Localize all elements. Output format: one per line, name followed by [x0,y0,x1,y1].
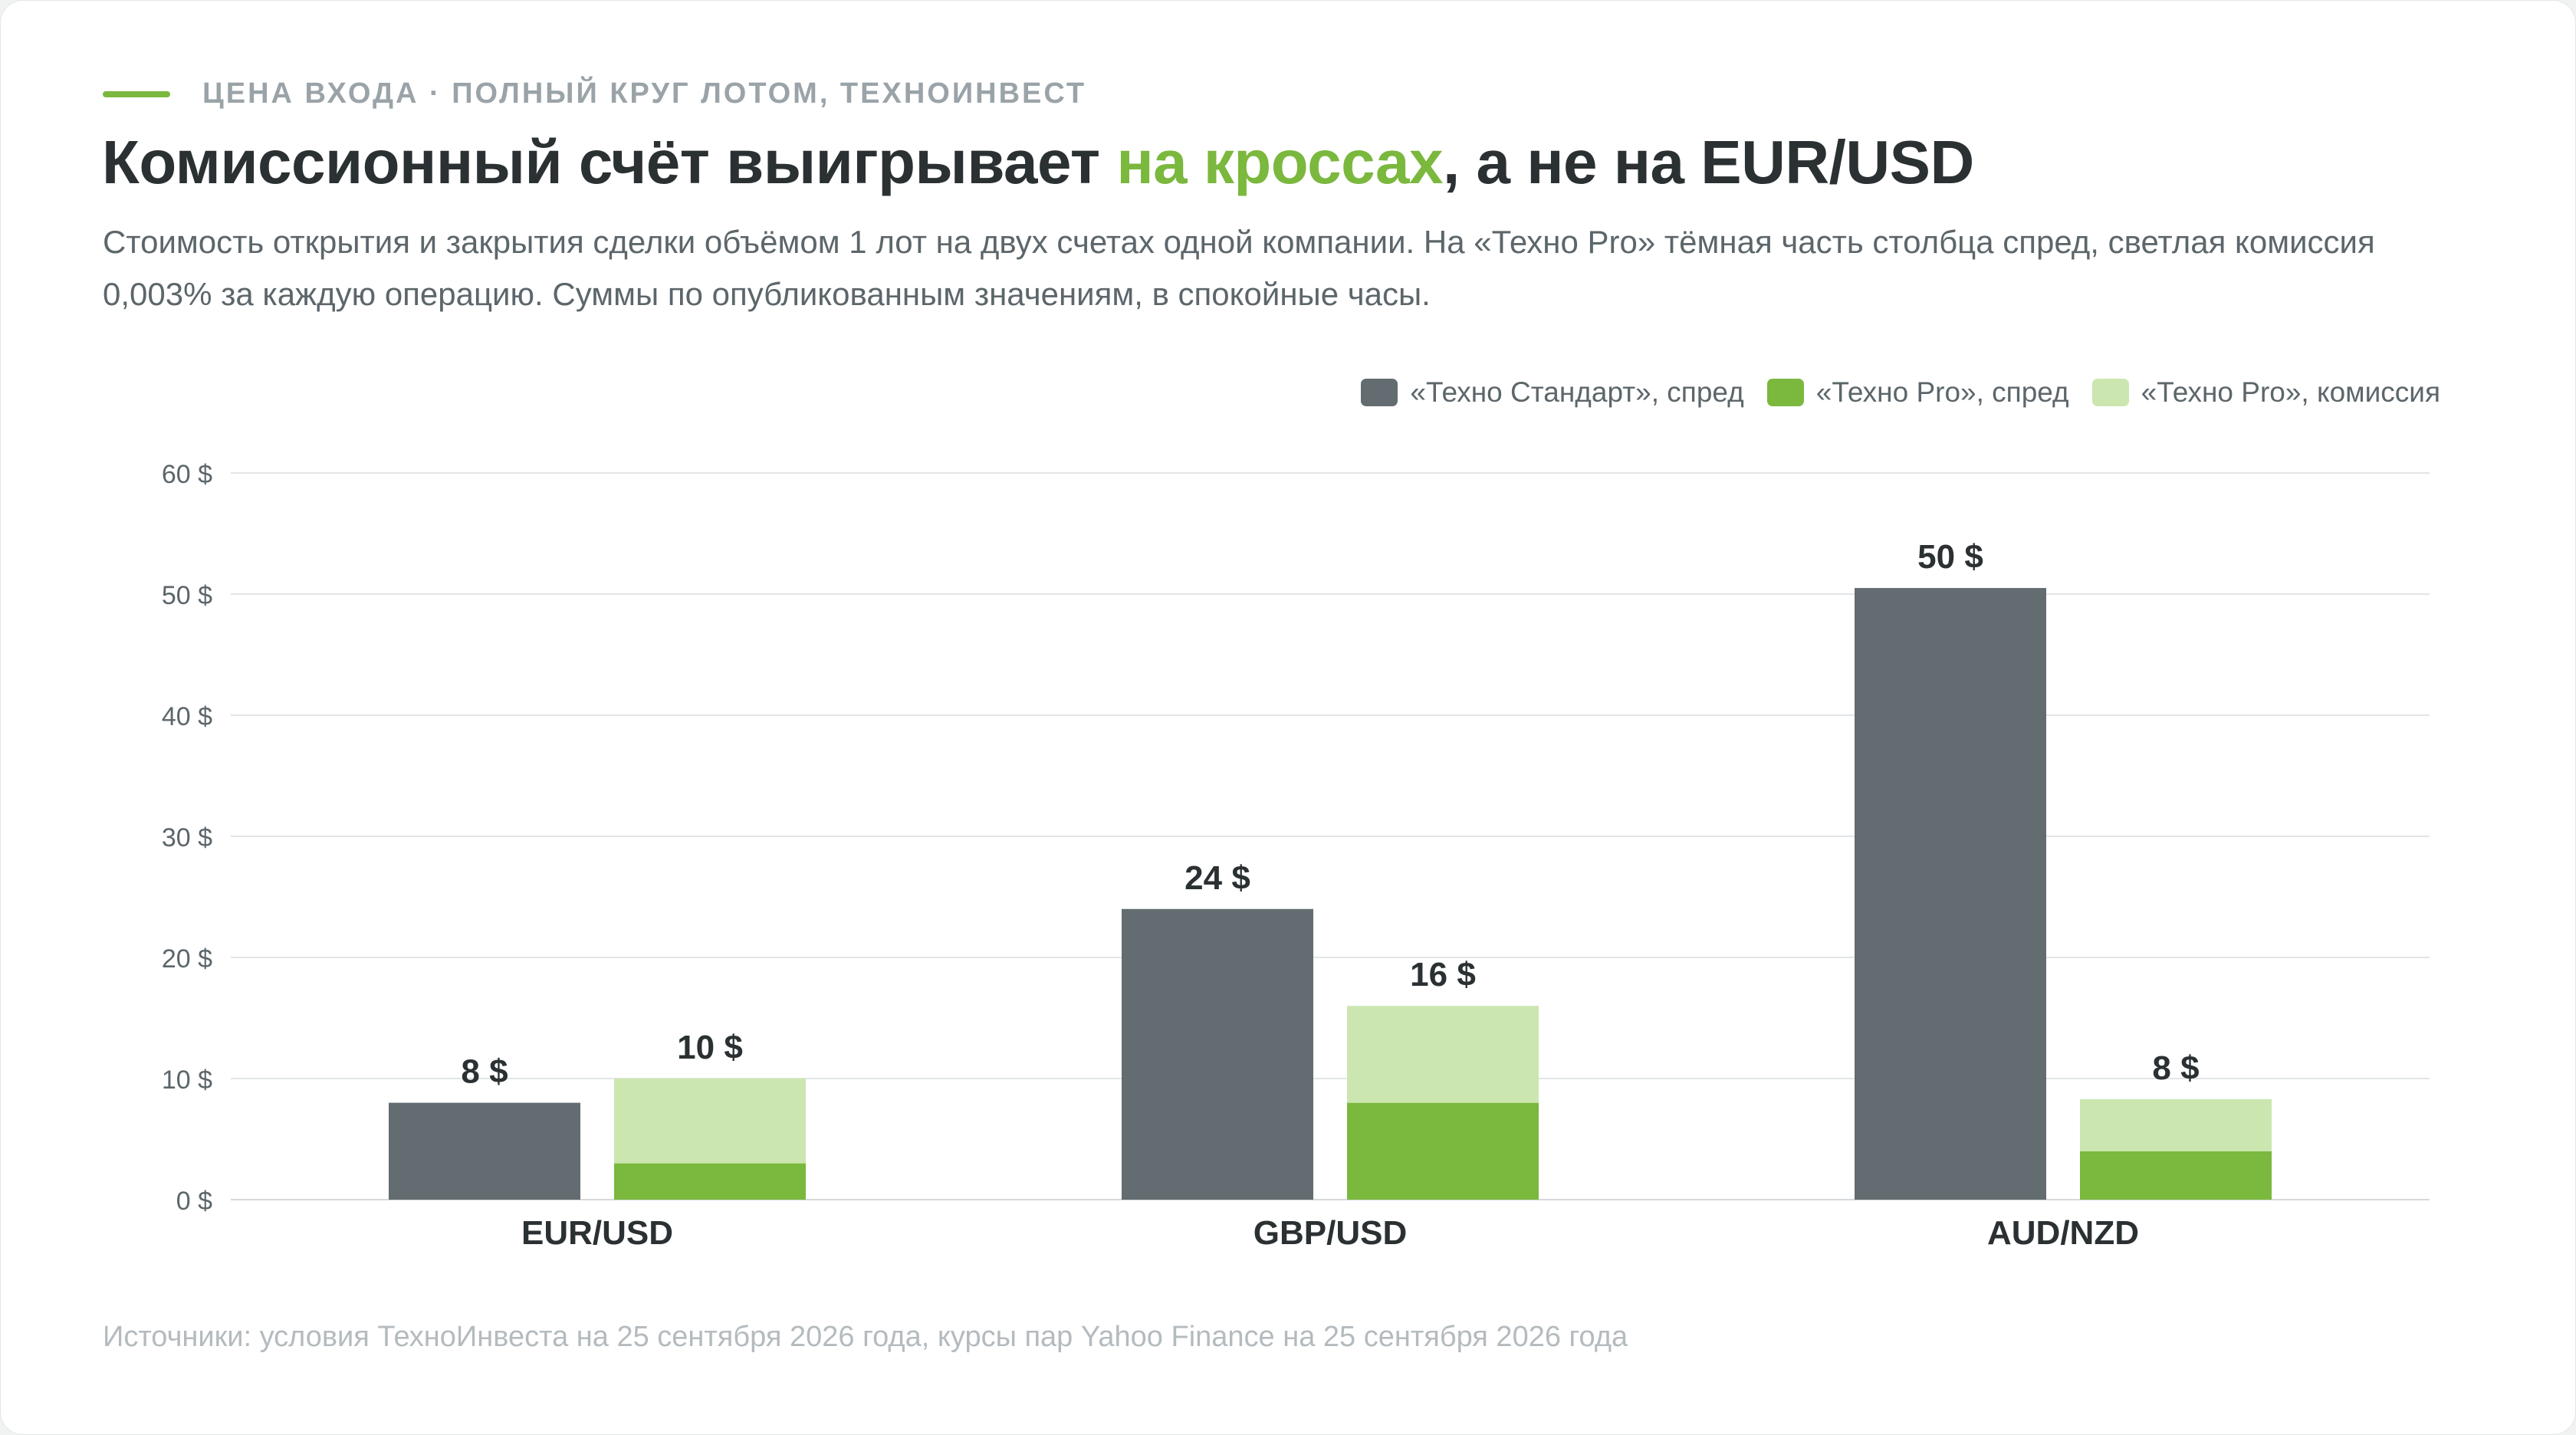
bar-value-label: 8 $ [461,1053,508,1091]
bar-pro-commission [2080,1098,2272,1151]
legend-swatch-standard-spread [1361,379,1398,406]
eyebrow-text: ЦЕНА ВХОДА · ПОЛНЫЙ КРУГ ЛОТОМ, ТЕХНОИНВ… [202,77,1087,110]
y-tick-label: 10 $ [162,1066,212,1095]
bar-pro-commission [614,1079,806,1164]
y-tick-label: 60 $ [162,460,212,489]
x-category-label: AUD/NZD [1987,1214,2139,1252]
bar-pro-commission [1347,1006,1539,1103]
bar-pro-spread [2080,1151,2272,1200]
bar-value-label: 24 $ [1184,859,1250,897]
bar-value-label: 10 $ [677,1029,743,1066]
chart-subtitle: Стоимость открытия и закрытия сделки объ… [103,224,2375,312]
legend-item-standard-spread: «Техно Стандарт», спред [1361,376,1744,409]
x-category-label: EUR/USD [521,1214,673,1252]
bar-value-label: 16 $ [1410,956,1476,993]
title-part-2: , а не на EUR/USD [1443,128,1974,196]
legend-label-standard-spread: «Техно Стандарт», спред [1410,376,1744,408]
bar-standard-spread [1122,908,1313,1200]
bar-value-label: 50 $ [1917,538,1983,576]
y-tick-label: 50 $ [162,581,212,610]
bar-value-label: 8 $ [2152,1049,2199,1087]
y-tick-label: 20 $ [162,944,212,974]
y-tick-label: 30 $ [162,823,212,852]
legend-item-pro-commission: «Техно Pro», комиссия [2091,376,2440,409]
bar-standard-spread [389,1102,580,1200]
legend: «Техно Стандарт», спред «Техно Pro», спр… [1338,376,2440,409]
legend-item-pro-spread: «Техно Pro», спред [1766,376,2069,409]
bar-pro-spread [1347,1102,1539,1200]
y-tick-label: 40 $ [162,702,212,731]
eyebrow-accent-line [103,90,170,97]
title-part-1: Комиссионный счёт выигрывает [102,128,1117,196]
y-tick-label: 0 $ [176,1187,212,1216]
legend-swatch-pro-spread [1766,379,1804,406]
x-category-label: GBP/USD [1254,1214,1407,1252]
legend-label-pro-spread: «Техно Pro», спред [1815,376,2069,408]
chart-title: Комиссионный счёт выигрывает на кроссах,… [102,127,1974,198]
bar-standard-spread [1855,588,2046,1200]
bar-pro-spread [614,1163,806,1200]
source-note: Источники: условия ТехноИнвеста на 25 се… [103,1321,1628,1353]
title-accent: на кроссах [1116,128,1444,196]
legend-swatch-pro-commission [2091,379,2129,406]
legend-label-pro-commission: «Техно Pro», комиссия [2141,376,2440,408]
eyebrow: ЦЕНА ВХОДА · ПОЛНЫЙ КРУГ ЛОТОМ, ТЕХНОИНВ… [103,77,1086,110]
